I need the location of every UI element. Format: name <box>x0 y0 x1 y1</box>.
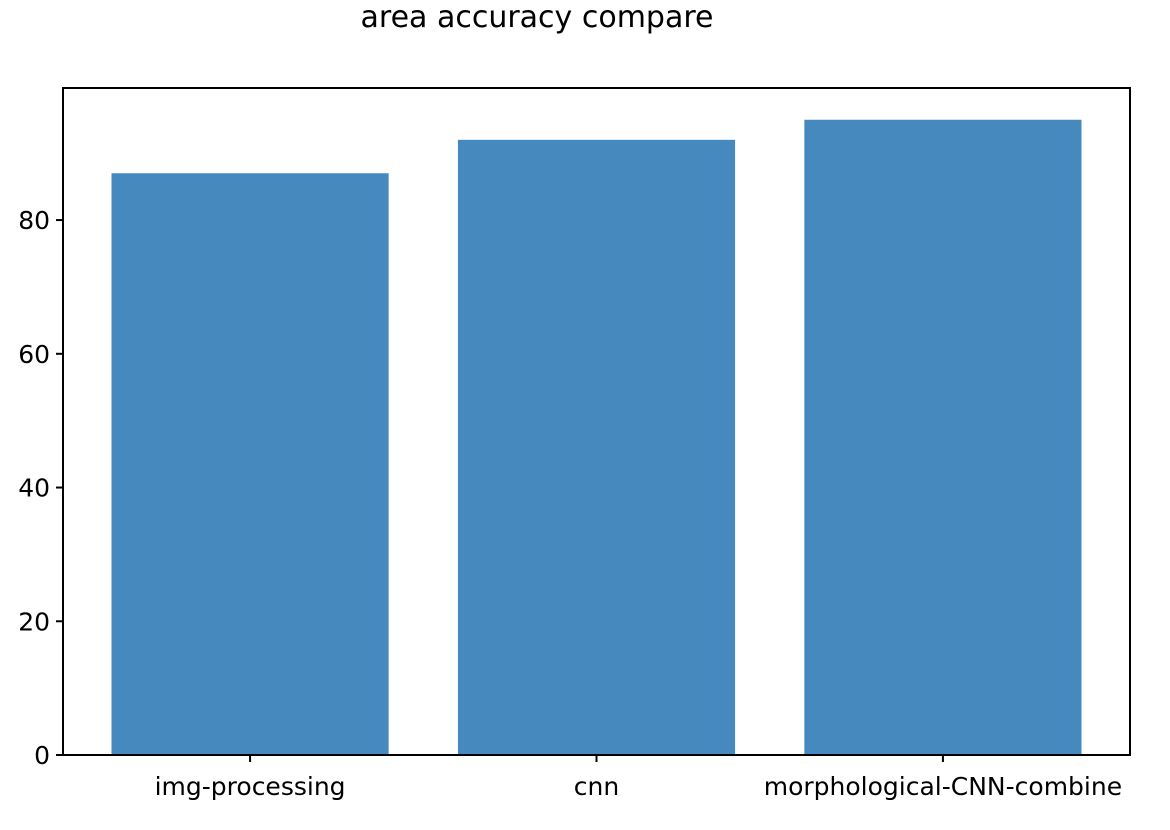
y-axis: 0 20 40 60 80 <box>18 206 63 770</box>
x-tick-label: img-processing <box>155 772 346 801</box>
bar-img-processing <box>111 173 389 756</box>
y-tick-label: 0 <box>34 741 50 770</box>
y-tick-label: 60 <box>18 340 50 369</box>
y-tick-label: 40 <box>18 474 50 503</box>
y-tick-label: 80 <box>18 206 50 235</box>
bar-cnn <box>457 139 736 756</box>
bars-group <box>111 119 1082 756</box>
bar-morphological-CNN-combine <box>804 119 1082 755</box>
x-tick-label: morphological-CNN-combine <box>764 772 1122 801</box>
chart-title: area accuracy compare <box>361 0 714 35</box>
x-axis: img-processing cnn morphological-CNN-combi… <box>155 755 1122 801</box>
x-tick-label: cnn <box>574 772 619 801</box>
y-tick-label: 20 <box>18 607 50 636</box>
